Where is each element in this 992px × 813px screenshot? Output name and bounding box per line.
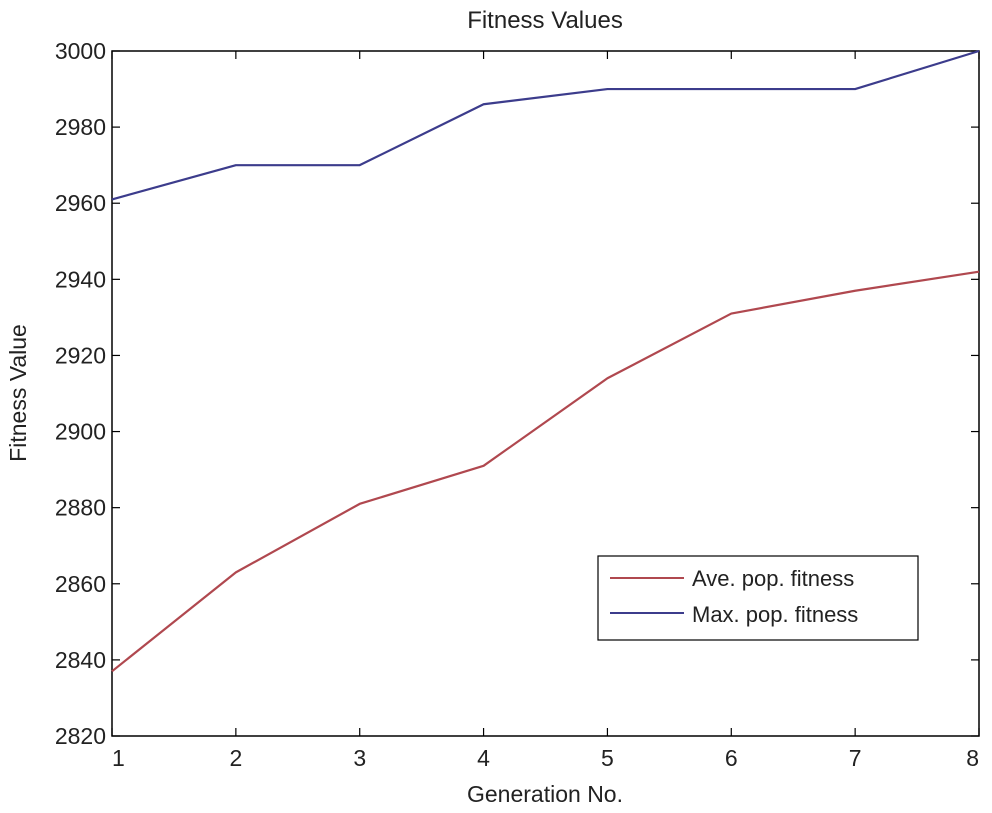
x-tick-label: 4 <box>477 745 490 771</box>
x-tick-label: 7 <box>849 745 862 771</box>
y-tick-label: 3000 <box>55 38 106 64</box>
x-tick-label: 3 <box>353 745 366 771</box>
x-tick-label: 2 <box>229 745 242 771</box>
y-tick-label: 2920 <box>55 342 106 368</box>
legend-label-max: Max. pop. fitness <box>692 602 858 627</box>
x-axis-label: Generation No. <box>467 781 623 807</box>
chart-title: Fitness Values <box>467 7 623 34</box>
y-tick-label: 2860 <box>55 571 106 597</box>
y-tick-label: 2880 <box>55 495 106 521</box>
x-tick-label: 8 <box>966 745 979 771</box>
y-tick-label: 2840 <box>55 647 106 673</box>
x-tick-label: 6 <box>725 745 738 771</box>
x-tick-label: 1 <box>112 745 125 771</box>
y-axis: 2820 2840 2860 2880 2900 2920 2940 2960 2980 3000 <box>55 38 979 749</box>
series-line-max <box>111 49 980 201</box>
series-lines <box>111 49 980 673</box>
y-tick-label: 2960 <box>55 190 106 216</box>
y-tick-label: 2900 <box>55 419 106 445</box>
y-axis-label: Fitness Value <box>5 324 31 462</box>
x-tick-label: 5 <box>601 745 614 771</box>
legend-label-ave: Ave. pop. fitness <box>692 566 854 591</box>
x-axis: 1 2 3 4 5 6 7 8 <box>111 51 980 771</box>
series-line-ave <box>111 270 980 673</box>
y-tick-label: 2940 <box>55 266 106 292</box>
y-tick-label: 2980 <box>55 114 106 140</box>
y-tick-label: 2820 <box>55 723 106 749</box>
legend-box <box>597 555 919 641</box>
legend: Ave. pop. fitness Max. pop. fitness <box>597 555 919 641</box>
